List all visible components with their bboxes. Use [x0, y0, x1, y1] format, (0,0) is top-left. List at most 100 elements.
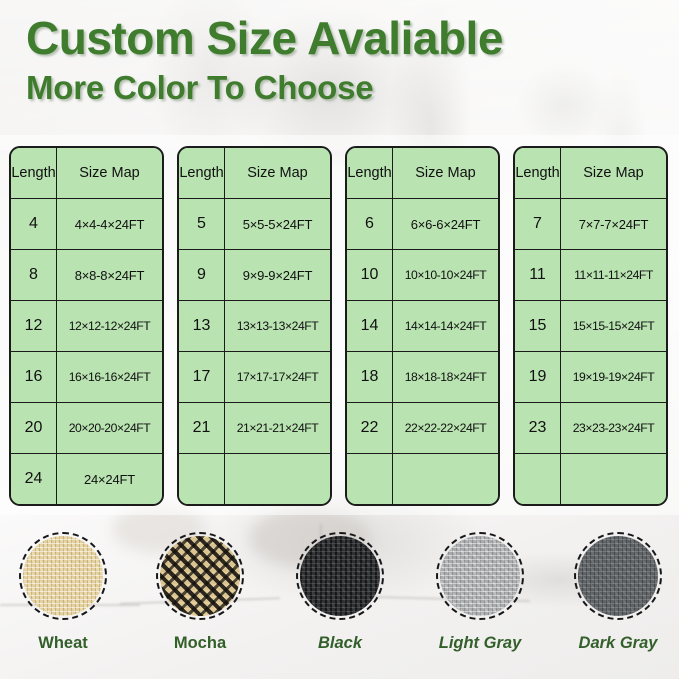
- color-swatch-dark-gray[interactable]: Dark Gray: [572, 532, 664, 653]
- size-table-group-2: Length Size Map 5 5×5-5×24FT 9 9×9-9×24F…: [177, 146, 332, 506]
- cell-length: 19: [515, 352, 561, 403]
- page-subtitle: More Color To Choose: [26, 68, 374, 106]
- column-header-size-map: Size Map: [56, 148, 162, 199]
- cell-size-map: 21×21-21×24FT: [224, 403, 330, 454]
- table-row: 5 5×5-5×24FT: [179, 199, 330, 250]
- color-swatch-row: Wheat Mocha Black Li: [0, 524, 679, 679]
- cell-size-map: 16×16-16×24FT: [56, 352, 162, 403]
- cell-length: 6: [347, 199, 393, 250]
- table-header-row: Length Size Map: [515, 148, 666, 199]
- cell-length: 15: [515, 301, 561, 352]
- table-row: 23 23×23-23×24FT: [515, 403, 666, 454]
- column-header-length: Length: [11, 148, 57, 199]
- swatch-label-wheat: Wheat: [38, 634, 88, 652]
- cell-size-map: 4×4-4×24FT: [56, 199, 162, 250]
- table-row: 11 11×11-11×24FT: [515, 250, 666, 301]
- table-row: [347, 454, 498, 504]
- table-row: [515, 454, 666, 504]
- size-table-group-3: Length Size Map 6 6×6-6×24FT 10 10×10-10…: [345, 146, 500, 506]
- table-row: 18 18×18-18×24FT: [347, 352, 498, 403]
- cell-length: 13: [179, 301, 225, 352]
- column-header-size-map: Size Map: [392, 148, 498, 199]
- cell-length: 22: [347, 403, 393, 454]
- cell-size-map: 15×15-15×24FT: [560, 301, 666, 352]
- cell-size-map: 17×17-17×24FT: [224, 352, 330, 403]
- page-title: Custom Size Avaliable: [26, 12, 503, 64]
- cell-length: 7: [515, 199, 561, 250]
- color-swatch-light-gray[interactable]: Light Gray: [434, 532, 526, 653]
- table-row: 9 9×9-9×24FT: [179, 250, 330, 301]
- swatch-circle-mocha: [156, 532, 244, 620]
- cell-size-map: 6×6-6×24FT: [392, 199, 498, 250]
- cell-size-map: 19×19-19×24FT: [560, 352, 666, 403]
- cell-size-map: 7×7-7×24FT: [560, 199, 666, 250]
- cell-size-map: 23×23-23×24FT: [560, 403, 666, 454]
- color-swatch-wheat[interactable]: Wheat: [17, 532, 109, 653]
- cell-length: 5: [179, 199, 225, 250]
- fabric-texture-mocha: [160, 536, 240, 616]
- swatch-label-mocha: Mocha: [173, 634, 227, 652]
- cell-length: 16: [11, 352, 57, 403]
- swatch-circle-light-gray: [436, 532, 524, 620]
- table-row: 21 21×21-21×24FT: [179, 403, 330, 454]
- cell-length: 20: [11, 403, 57, 454]
- column-header-length: Length: [179, 148, 225, 199]
- table-row: 22 22×22-22×24FT: [347, 403, 498, 454]
- cell-size-map: 11×11-11×24FT: [560, 250, 666, 301]
- column-header-length: Length: [515, 148, 561, 199]
- cell-length: 11: [515, 250, 561, 301]
- cell-size-map: 9×9-9×24FT: [224, 250, 330, 301]
- column-header-size-map: Size Map: [560, 148, 666, 199]
- cell-length: 18: [347, 352, 393, 403]
- swatch-label-black: Black: [317, 634, 363, 652]
- column-header-size-map: Size Map: [224, 148, 330, 199]
- swatch-label-light-gray: Light Gray: [438, 634, 522, 652]
- cell-size-map: 14×14-14×24FT: [392, 301, 498, 352]
- fabric-texture-black: [300, 536, 380, 616]
- color-swatch-black[interactable]: Black: [294, 532, 386, 653]
- table-row: 19 19×19-19×24FT: [515, 352, 666, 403]
- cell-size-map: 8×8-8×24FT: [56, 250, 162, 301]
- table-row: 10 10×10-10×24FT: [347, 250, 498, 301]
- fabric-texture-wheat: [23, 536, 103, 616]
- cell-size-map: 10×10-10×24FT: [392, 250, 498, 301]
- size-tables-band: Length Size Map 4 4×4-4×24FT 8 8×8-8×24F…: [0, 146, 679, 506]
- headings-block: Custom Size Avaliable More Color To Choo…: [26, 12, 503, 106]
- table-row: 24 24×24FT: [11, 454, 162, 504]
- cell-size-map: 13×13-13×24FT: [224, 301, 330, 352]
- size-table-1: Length Size Map 4 4×4-4×24FT 8 8×8-8×24F…: [9, 146, 164, 506]
- cell-length: 24: [11, 454, 57, 504]
- size-table-3: Length Size Map 6 6×6-6×24FT 10 10×10-10…: [345, 146, 500, 506]
- table-header-row: Length Size Map: [179, 148, 330, 199]
- table-row: 17 17×17-17×24FT: [179, 352, 330, 403]
- cell-length: 23: [515, 403, 561, 454]
- table-row: 20 20×20-20×24FT: [11, 403, 162, 454]
- cell-length: 21: [179, 403, 225, 454]
- cell-length: 9: [179, 250, 225, 301]
- cell-length: 4: [11, 199, 57, 250]
- cell-length: 10: [347, 250, 393, 301]
- cell-size-map: [392, 454, 498, 504]
- table-row: 7 7×7-7×24FT: [515, 199, 666, 250]
- swatch-circle-dark-gray: [574, 532, 662, 620]
- cell-size-map: 12×12-12×24FT: [56, 301, 162, 352]
- table-header-row: Length Size Map: [11, 148, 162, 199]
- table-row: 8 8×8-8×24FT: [11, 250, 162, 301]
- fabric-texture-dark-gray: [578, 536, 658, 616]
- color-swatch-mocha[interactable]: Mocha: [154, 532, 246, 653]
- cell-size-map: [224, 454, 330, 504]
- table-row: 4 4×4-4×24FT: [11, 199, 162, 250]
- size-table-2: Length Size Map 5 5×5-5×24FT 9 9×9-9×24F…: [177, 146, 332, 506]
- size-table-4: Length Size Map 7 7×7-7×24FT 11 11×11-11…: [513, 146, 668, 506]
- table-row: 12 12×12-12×24FT: [11, 301, 162, 352]
- cell-size-map: 18×18-18×24FT: [392, 352, 498, 403]
- table-row: 15 15×15-15×24FT: [515, 301, 666, 352]
- cell-size-map: 22×22-22×24FT: [392, 403, 498, 454]
- table-row: 13 13×13-13×24FT: [179, 301, 330, 352]
- size-table-group-4: Length Size Map 7 7×7-7×24FT 11 11×11-11…: [513, 146, 668, 506]
- cell-length: [179, 454, 225, 504]
- cell-size-map: 5×5-5×24FT: [224, 199, 330, 250]
- cell-length: 8: [11, 250, 57, 301]
- cell-length: 17: [179, 352, 225, 403]
